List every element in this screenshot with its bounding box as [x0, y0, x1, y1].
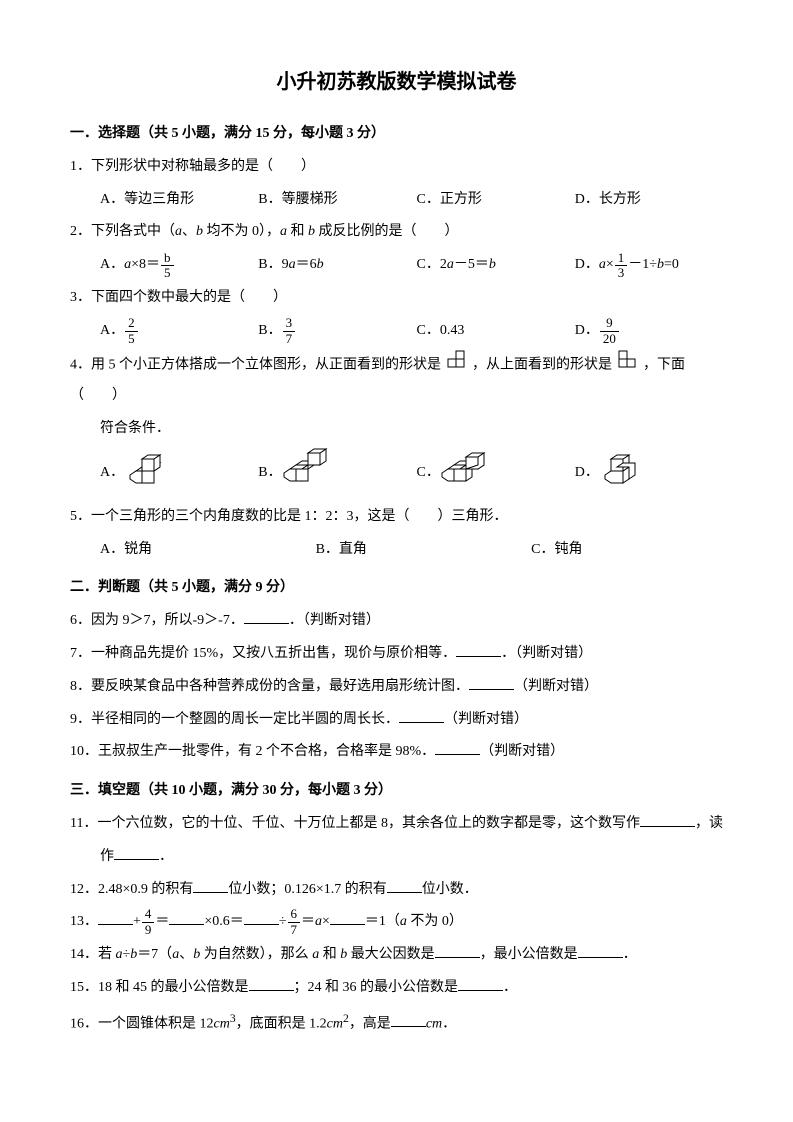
q6-blank[interactable]	[244, 609, 289, 624]
q16: 16．一个圆锥体积是 12cm3，底面积是 1.2cm2，高是cm．	[70, 1006, 723, 1040]
q9-blank[interactable]	[399, 708, 444, 723]
q4-text: 4．用 5 个小正方体搭成一个立体图形，从正面看到的形状是 ，从上面看到的形状是…	[70, 349, 723, 413]
page-title: 小升初苏教版数学模拟试卷	[70, 60, 723, 104]
cube-shape-d-icon	[599, 447, 647, 500]
q4-text-line2: 符合条件．	[70, 414, 723, 445]
q3-text: 3．下面四个数中最大的是（ ）	[70, 283, 723, 314]
cube-shape-a-icon	[124, 447, 172, 500]
q8: 8．要反映某食品中各种营养成份的含量，最好选用扇形统计图．（判断对错）	[70, 672, 723, 703]
q1-opt-b: B．等腰梯形	[258, 185, 406, 216]
q13-blank1[interactable]	[98, 910, 133, 925]
q13-blank2[interactable]	[169, 910, 204, 925]
front-view-icon	[447, 349, 467, 382]
q5-opt-c: C．钝角	[531, 535, 737, 566]
q10-blank[interactable]	[435, 740, 480, 755]
q12: 12．2.48×0.9 的积有位小数；0.126×1.7 的积有位小数．	[70, 875, 723, 906]
section1-header: 一．选择题（共 5 小题，满分 15 分，每小题 3 分）	[70, 119, 723, 150]
q3-opt-b: B．37	[258, 316, 406, 347]
q3-opt-c: C．0.43	[417, 316, 565, 347]
q9: 9．半径相同的一个整圆的周长一定比半圆的周长长．（判断对错）	[70, 705, 723, 736]
q14-blank1[interactable]	[435, 943, 480, 958]
q5-opt-b: B．直角	[316, 535, 522, 566]
q15-blank2[interactable]	[458, 976, 503, 991]
q13-blank4[interactable]	[330, 910, 365, 925]
q12-blank2[interactable]	[387, 878, 422, 893]
q10: 10．王叔叔生产一批零件，有 2 个不合格，合格率是 98%．（判断对错）	[70, 737, 723, 768]
q13: 13．+49＝×0.6＝÷67＝a×＝1（a 不为 0）	[70, 907, 723, 938]
q1-opt-c: C．正方形	[417, 185, 565, 216]
q4-opt-c: C．	[417, 447, 565, 500]
q11: 11．一个六位数，它的十位、千位、十万位上都是 8，其余各位上的数字都是零，这个…	[70, 809, 723, 840]
q14: 14．若 a÷b＝7（a、b 为自然数），那么 a 和 b 最大公因数是，最小公…	[70, 940, 723, 971]
q7: 7．一种商品先提价 15%，又按八五折出售，现价与原价相等．．（判断对错）	[70, 639, 723, 670]
q11-line2: 作．	[70, 842, 723, 873]
cube-shape-c-icon	[440, 447, 488, 500]
q4-opt-b: B．	[258, 447, 406, 500]
q1-opt-d: D．长方形	[575, 185, 723, 216]
q3-opt-d: D．920	[575, 316, 723, 347]
q5-text: 5．一个三角形的三个内角度数的比是 1：2：3，这是（ ）三角形．	[70, 502, 723, 533]
q3-opt-a: A．25	[100, 316, 248, 347]
q4-options: A． B． C． D．	[70, 447, 723, 500]
q15: 15．18 和 45 的最小公倍数是；24 和 36 的最小公倍数是．	[70, 973, 723, 1004]
q14-blank2[interactable]	[578, 943, 623, 958]
q15-blank1[interactable]	[249, 976, 294, 991]
section3-header: 三．填空题（共 10 小题，满分 30 分，每小题 3 分）	[70, 776, 723, 807]
q2-opt-b: B．9a＝6b	[258, 250, 406, 281]
q8-blank[interactable]	[469, 675, 514, 690]
q4-opt-d: D．	[575, 447, 723, 500]
top-view-icon	[618, 349, 638, 382]
section2-header: 二．判断题（共 5 小题，满分 9 分）	[70, 573, 723, 604]
q13-blank3[interactable]	[244, 910, 279, 925]
q2-opt-a: A．a×8＝b5	[100, 250, 248, 281]
q12-blank1[interactable]	[193, 878, 228, 893]
q2-opt-d: D．a×13－1÷b=0	[575, 250, 723, 281]
q16-blank[interactable]	[391, 1012, 426, 1027]
q1-text: 1．下列形状中对称轴最多的是（ ）	[70, 152, 723, 183]
cube-shape-b-icon	[282, 447, 330, 500]
q1-opt-a: A．等边三角形	[100, 185, 248, 216]
q1-options: A．等边三角形 B．等腰梯形 C．正方形 D．长方形	[70, 185, 723, 216]
q4-opt-a: A．	[100, 447, 248, 500]
q2-options: A．a×8＝b5 B．9a＝6b C．2a－5＝b D．a×13－1÷b=0	[70, 250, 723, 281]
q2-text: 2．下列各式中（a、b 均不为 0），a 和 b 成反比例的是（ ）	[70, 217, 723, 248]
q7-blank[interactable]	[456, 642, 501, 657]
q5-opt-a: A．锐角	[100, 535, 306, 566]
q3-options: A．25 B．37 C．0.43 D．920	[70, 316, 723, 347]
q11-blank2[interactable]	[114, 845, 159, 860]
q5-options: A．锐角 B．直角 C．钝角	[70, 535, 723, 566]
q2-opt-c: C．2a－5＝b	[417, 250, 565, 281]
q11-blank1[interactable]	[640, 812, 695, 827]
q6: 6．因为 9＞7，所以-9＞-7．．（判断对错）	[70, 606, 723, 637]
